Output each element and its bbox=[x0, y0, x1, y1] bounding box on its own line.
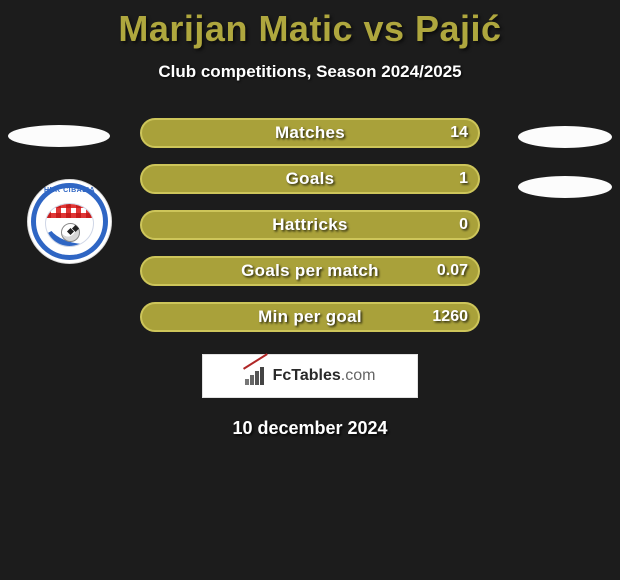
infographic-root: Marijan Matic vs Pajić Club competitions… bbox=[0, 0, 620, 580]
stat-row-min-per-goal: Min per goal 1260 bbox=[140, 302, 480, 332]
placeholder-oval-right-1 bbox=[518, 126, 612, 148]
club-badge-text: HNK CIBALIA bbox=[27, 187, 112, 194]
brand-name-main: FcTables bbox=[273, 367, 341, 384]
stat-label: Matches bbox=[140, 118, 480, 148]
brand-box: FcTables.com bbox=[202, 354, 418, 398]
page-subtitle: Club competitions, Season 2024/2025 bbox=[0, 62, 620, 82]
page-title: Marijan Matic vs Pajić bbox=[0, 0, 620, 50]
placeholder-oval-right-2 bbox=[518, 176, 612, 198]
footer-date: 10 december 2024 bbox=[0, 418, 620, 439]
stat-value: 0 bbox=[459, 210, 468, 240]
placeholder-oval-left bbox=[8, 125, 110, 147]
stat-label: Min per goal bbox=[140, 302, 480, 332]
stat-row-goals: Goals 1 bbox=[140, 164, 480, 194]
brand-name-suffix: .com bbox=[341, 367, 376, 384]
stat-value: 1260 bbox=[432, 302, 468, 332]
stat-label: Goals bbox=[140, 164, 480, 194]
stat-row-hattricks: Hattricks 0 bbox=[140, 210, 480, 240]
brand-text: FcTables.com bbox=[273, 367, 376, 385]
club-badge-ball bbox=[61, 223, 80, 242]
brand-chart-icon bbox=[245, 367, 267, 385]
stat-label: Hattricks bbox=[140, 210, 480, 240]
club-badge-emblem bbox=[45, 203, 94, 247]
stat-value: 1 bbox=[459, 164, 468, 194]
club-badge: HNK CIBALIA bbox=[27, 179, 112, 264]
stat-label: Goals per match bbox=[140, 256, 480, 286]
stat-row-matches: Matches 14 bbox=[140, 118, 480, 148]
stat-value: 14 bbox=[450, 118, 468, 148]
stat-row-goals-per-match: Goals per match 0.07 bbox=[140, 256, 480, 286]
stat-value: 0.07 bbox=[437, 256, 468, 286]
